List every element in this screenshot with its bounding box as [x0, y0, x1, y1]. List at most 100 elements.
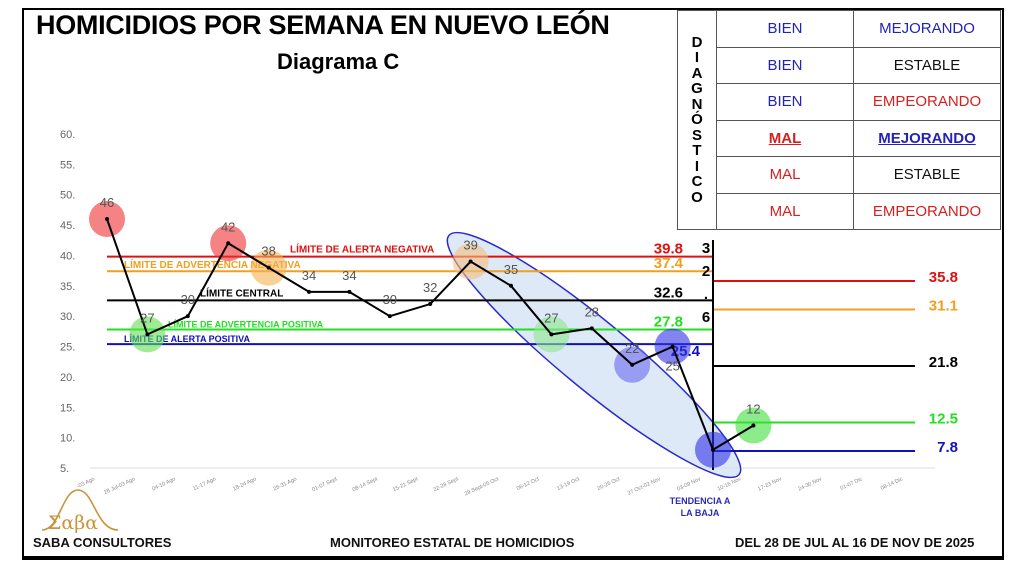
data-label: 38: [261, 244, 275, 259]
x-tick-label: 06-12 Oct: [516, 476, 541, 492]
diagnostic-row: MAL ESTABLE: [678, 156, 1001, 194]
data-label: 34: [302, 268, 316, 283]
x-tick-label: 15-21 Sept: [392, 476, 419, 493]
data-label: 28: [585, 304, 599, 319]
y-tick-label: 20.: [60, 372, 75, 384]
data-point: [266, 265, 271, 270]
data-point: [549, 332, 554, 337]
logo-text: Σαβα: [48, 512, 98, 534]
x-tick-label: 04-10 Ago: [151, 476, 176, 492]
diagnostic-row: MAL MEJORANDO: [678, 119, 1001, 157]
divider-label-char: .: [704, 286, 708, 303]
y-tick-label: 35.: [60, 281, 75, 293]
data-point: [711, 447, 715, 452]
diagnostic-state: MAL: [716, 156, 854, 194]
divider-label-char: 6: [702, 309, 710, 326]
x-tick-label: 17-23 Nov: [757, 476, 783, 492]
diagnostic-trend: EMPEORANDO: [853, 83, 1001, 121]
diagnostic-trend: EMPEORANDO: [853, 192, 1001, 230]
data-label: 46: [100, 195, 114, 210]
data-label: 27: [544, 310, 558, 325]
x-tick-label: 24-30 Nov: [797, 476, 823, 492]
saba-logo: Σαβα: [41, 489, 119, 534]
data-label: 39: [463, 238, 477, 253]
x-tick-label: 25-31 Ago: [273, 476, 298, 492]
data-point: [347, 289, 352, 294]
data-point: [226, 241, 231, 246]
data-label: 25: [665, 359, 679, 374]
x-tick-label: 10-16 Nov: [717, 476, 743, 492]
diagnostic-trend: ESTABLE: [853, 156, 1001, 194]
data-point: [105, 217, 109, 222]
data-label: 30: [383, 292, 397, 307]
data-point: [428, 302, 433, 307]
diagnostic-row: MAL EMPEORANDO: [678, 192, 1001, 230]
trend-annotation: LA BAJA: [681, 508, 720, 518]
data-point: [670, 344, 675, 349]
x-tick-label: 08-14 Dic: [880, 476, 904, 491]
diagnostic-trend: ESTABLE: [853, 46, 1001, 84]
limit-value-after: 35.8: [929, 269, 958, 286]
limit-name: LÍMITE DE ADVERTENCIA POSITIVA: [168, 320, 324, 330]
y-tick-label: 30.: [60, 311, 75, 323]
x-tick-label: 22-28 Sept: [433, 476, 460, 493]
y-tick-label: 10.: [60, 433, 75, 445]
limit-value-after: 31.1: [929, 297, 958, 314]
x-tick-label: 18-24 Ago: [232, 476, 257, 492]
company-name: SABA CONSULTORES: [33, 535, 172, 550]
y-tick-label: 45.: [60, 220, 75, 232]
y-tick-label: 55.: [60, 159, 75, 171]
diagnostic-trend: MEJORANDO: [853, 119, 1001, 157]
y-tick-label: 15.: [60, 402, 75, 414]
limit-name: LÍMITE DE ALERTA POSITIVA: [124, 334, 251, 344]
limit-name: LÍMITE DE ALERTA NEGATIVA: [290, 243, 434, 256]
data-label: 27: [140, 310, 154, 325]
diagnostic-state: MAL: [716, 192, 854, 230]
data-point: [751, 423, 756, 428]
trend-annotation: TENDENCIA A: [670, 496, 731, 506]
x-tick-label: 13-19 Oct: [556, 476, 581, 492]
x-tick-label: 01-07 Sept: [311, 476, 338, 493]
diagnostic-state: MAL: [716, 119, 854, 157]
diagnostic-state: BIEN: [716, 83, 854, 121]
diagnostic-table: D I A G N Ó S T I C O BIEN MEJORANDO BIEN ESTABLE BIEN E…: [677, 10, 1001, 230]
y-tick-label: 50.: [60, 190, 75, 202]
diagnostic-trend: MEJORANDO: [853, 10, 1001, 48]
limit-value-before: 32.6: [654, 284, 683, 301]
y-tick-label: 40.: [60, 250, 75, 262]
limit-value-before: 37.4: [654, 255, 684, 272]
data-point: [630, 362, 635, 367]
y-tick-label: 25.: [60, 342, 75, 354]
page-title: HOMICIDIOS POR SEMANA EN NUEVO LEÓN: [36, 10, 610, 40]
x-tick-label: 11-17 Ago: [192, 476, 217, 492]
data-label: 34: [342, 268, 356, 283]
data-label: 12: [746, 401, 760, 416]
data-label: 22: [625, 341, 639, 356]
data-label: 32: [423, 280, 437, 295]
x-tick-label: 29 Sept-05 Oct: [464, 476, 500, 497]
divider-label-char: 2: [702, 263, 710, 280]
data-point: [185, 314, 190, 319]
diagnostic-state: BIEN: [716, 46, 854, 84]
page-subtitle: Diagrama C: [277, 49, 400, 74]
diagnostic-row: D I A G N Ó S T I C O BIEN MEJORANDO: [677, 10, 1001, 230]
data-point: [145, 332, 150, 337]
diagnostic-state: BIEN: [716, 10, 854, 48]
data-point: [307, 289, 311, 294]
limit-value-before: 27.8: [654, 314, 683, 331]
limit-value-after: 12.5: [929, 410, 958, 427]
diagnostic-row: BIEN ESTABLE: [678, 46, 1001, 84]
data-point: [387, 314, 392, 319]
data-label: 42: [221, 219, 235, 234]
limit-value-before: 39.8: [654, 241, 683, 258]
divider-label-char: 3: [702, 240, 710, 257]
data-label: 30: [181, 292, 195, 307]
data-point: [509, 283, 513, 288]
data-label: 35: [504, 262, 518, 277]
y-tick-label: 60.: [60, 129, 75, 141]
footer-period: DEL 28 DE JUL AL 16 DE NOV DE 2025: [735, 535, 975, 550]
y-tick-label: 5.: [60, 463, 69, 475]
limit-name: LÍMITE CENTRAL: [200, 286, 283, 299]
